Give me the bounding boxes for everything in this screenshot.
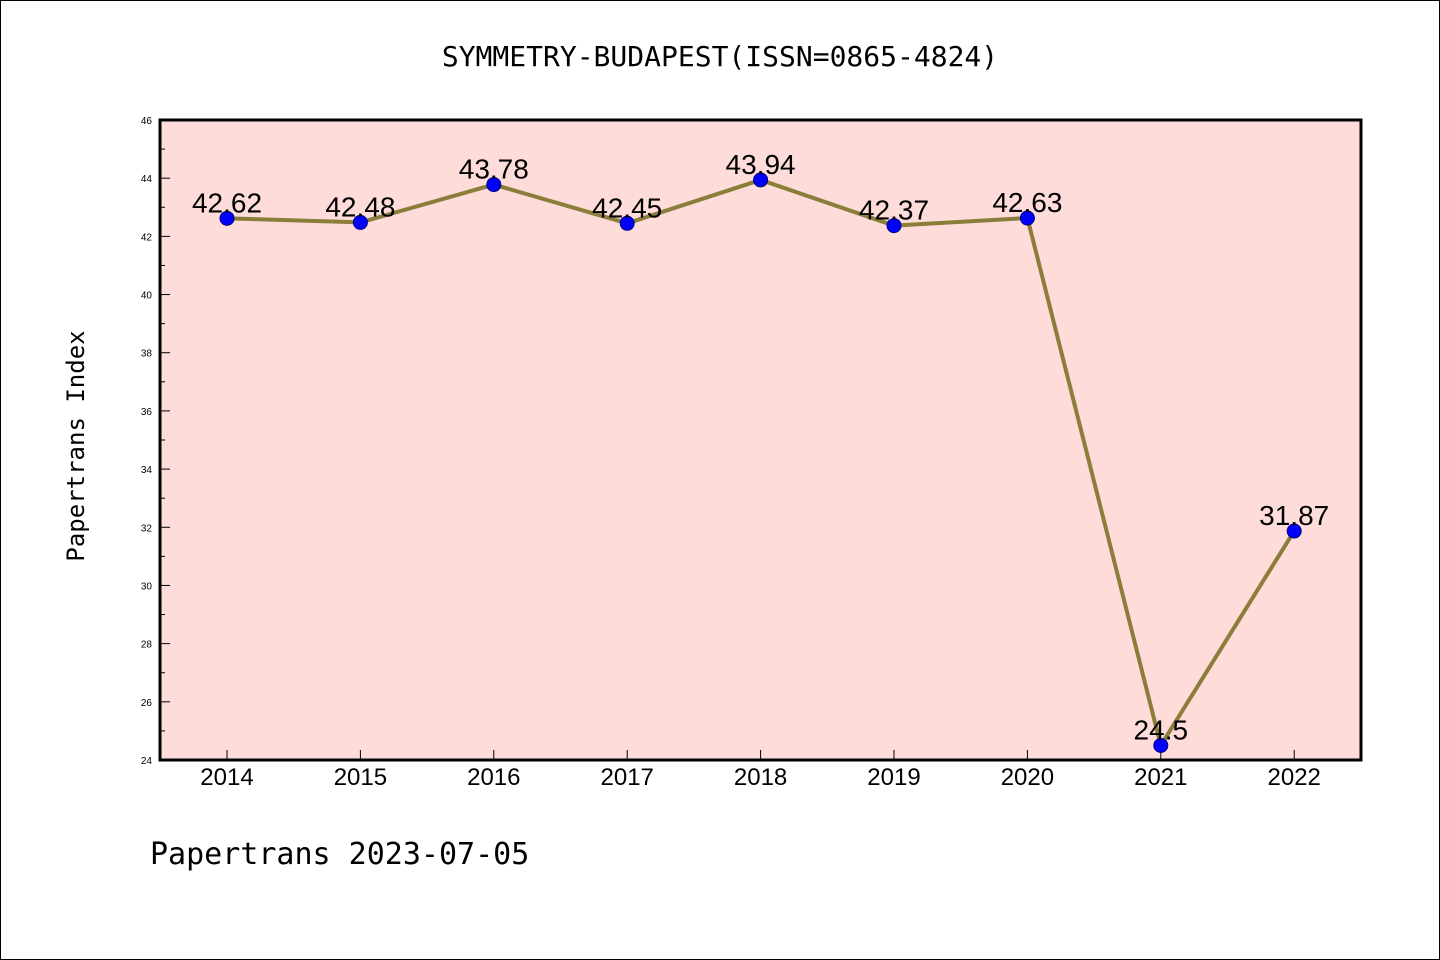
y-tick-label: 34 — [141, 465, 153, 476]
y-tick-label: 46 — [141, 116, 153, 127]
x-tick-label: 2022 — [1268, 764, 1321, 791]
data-point — [486, 177, 502, 193]
data-label: 42.45 — [592, 192, 662, 223]
data-point — [352, 214, 368, 230]
data-labels: 42.62 42.48 43.78 42.45 43.94 42.37 42.63 24.5 3… — [192, 149, 1329, 746]
data-point — [1286, 523, 1302, 539]
x-tick-label: 2017 — [601, 764, 654, 791]
data-label: 42.48 — [325, 191, 395, 222]
data-label: 42.37 — [859, 195, 929, 226]
x-tick-label: 2021 — [1134, 764, 1187, 791]
data-label: 42.63 — [992, 187, 1062, 218]
data-label: 24.5 — [1134, 714, 1189, 745]
y-tick-label: 24 — [141, 756, 153, 767]
x-tick-label: 2015 — [334, 764, 387, 791]
data-point — [1019, 210, 1035, 226]
y-tick-label: 32 — [141, 523, 153, 534]
data-point — [1153, 737, 1169, 753]
y-tick-label: 40 — [141, 291, 153, 302]
x-tick-label: 2020 — [1001, 764, 1054, 791]
plot-border — [158, 118, 1363, 762]
x-tick-label: 2014 — [200, 764, 253, 791]
data-markers — [219, 172, 1302, 753]
y-tick-label: 36 — [141, 407, 153, 418]
data-label: 42.62 — [192, 187, 262, 218]
y-tick-label: 28 — [141, 640, 153, 651]
footer-text: Papertrans 2023-07-05 — [150, 837, 529, 872]
x-tick-label: 2018 — [734, 764, 787, 791]
y-tick-label: 38 — [141, 349, 153, 360]
data-label: 43.94 — [726, 149, 796, 180]
data-label: 31.87 — [1259, 500, 1329, 531]
data-label: 43.78 — [459, 154, 529, 185]
data-point — [753, 172, 769, 188]
y-axis-label: Papertrans Index — [62, 330, 90, 561]
data-point — [886, 218, 902, 234]
y-tick-label: 26 — [141, 698, 153, 709]
data-point — [619, 215, 635, 231]
data-point — [219, 210, 235, 226]
x-axis: 2014 2015 2016 2017 2018 2019 2020 2021 2022 — [200, 750, 1321, 791]
chart-title: SYMMETRY-BUDAPEST(ISSN=0865-4824) — [442, 40, 998, 73]
x-tick-label: 2019 — [867, 764, 920, 791]
y-tick-label: 42 — [141, 232, 153, 243]
x-tick-label: 2016 — [467, 764, 520, 791]
y-tick-label: 44 — [141, 174, 153, 185]
y-tick-label: 30 — [141, 581, 153, 592]
